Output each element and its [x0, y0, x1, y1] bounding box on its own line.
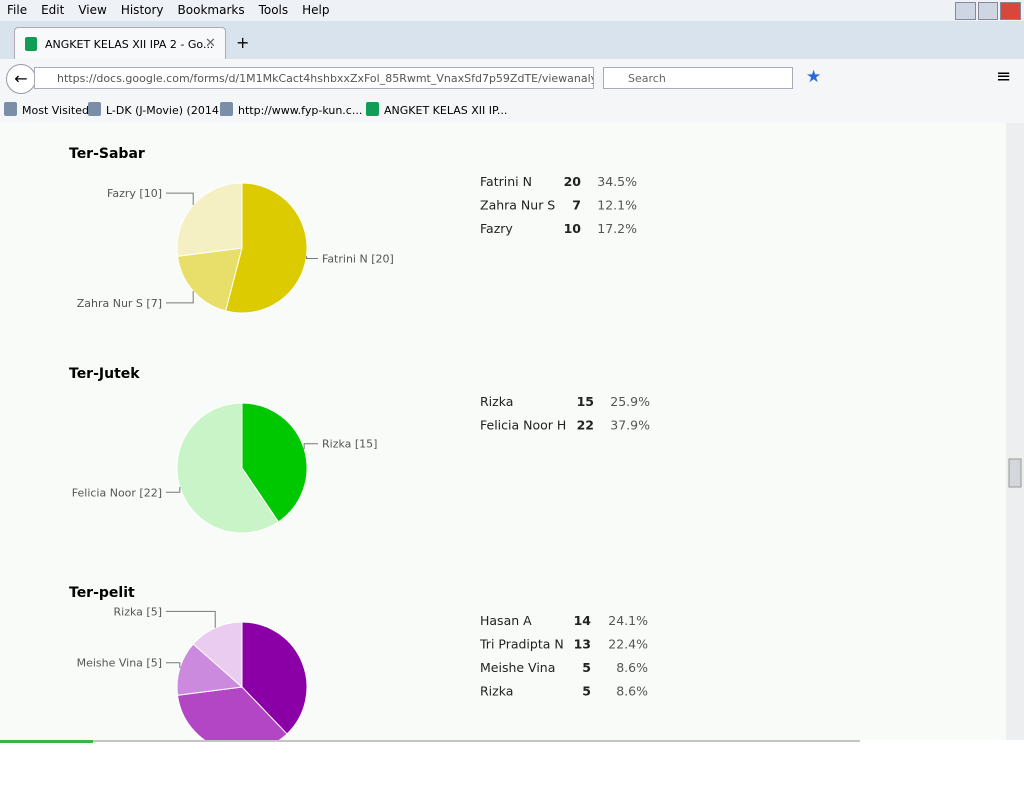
leader-line	[166, 487, 181, 493]
back-button[interactable]: ←	[6, 64, 36, 94]
pie-label: Fazry [10]	[107, 187, 162, 200]
row-count: 10	[564, 221, 582, 236]
row-name: Rizka	[480, 684, 513, 699]
leader-line	[303, 443, 318, 449]
pie-slice	[176, 402, 280, 534]
bookmark-icon	[366, 102, 379, 116]
menu-bar: File Edit View History Bookmarks Tools Help	[0, 0, 1024, 21]
leader-line	[166, 662, 181, 668]
charts: Ter-Sabar Fatrini N [20] Zahra Nur S [7] Fa…	[69, 146, 650, 772]
leader-line	[166, 610, 216, 628]
row-count: 7	[572, 198, 581, 213]
pie-label: Rizka [15]	[322, 438, 377, 451]
row-percent: 8.6%	[616, 684, 648, 699]
minimize[interactable]	[955, 2, 976, 20]
menu-item[interactable]: History	[120, 3, 164, 17]
bookmark[interactable]: ANGKET KELAS XII IP...	[384, 104, 508, 117]
bookmark-star[interactable]: ★	[806, 67, 822, 87]
menu-item[interactable]: Tools	[258, 3, 289, 17]
leader-line	[166, 748, 220, 765]
row-percent: 24.1%	[608, 613, 648, 628]
leader-line	[166, 290, 194, 304]
window-controls	[955, 2, 1022, 20]
row-percent: 37.9%	[610, 418, 650, 433]
row-name: Felicia Noor H	[480, 418, 566, 433]
row-name: Meishe Vina	[480, 660, 555, 675]
url-bar[interactable]: https://docs.google.com/forms/d/1M1MkCac…	[34, 67, 594, 89]
row-percent: 12.1%	[597, 198, 637, 213]
pie-label: Tri Pradipta [13]	[73, 759, 162, 772]
tab-title: ANGKET KELAS XII IPA 2 - Go...	[45, 38, 214, 51]
form-background	[0, 123, 1006, 740]
row-name: Tri Pradipta N	[479, 637, 564, 652]
pie-label: Felicia Noor [22]	[72, 486, 162, 499]
nav-bar: ← https://docs.google.com/forms/d/1M1MkC…	[0, 59, 1024, 97]
pie-label: Rizka [5]	[114, 605, 162, 618]
tab-close[interactable]: ✕	[205, 36, 216, 51]
bookmark-icon	[88, 102, 101, 116]
bookmarks-bar: Most Visited L-DK (J-Movie) (2014) http://…	[0, 97, 1024, 124]
pie-slice	[192, 621, 243, 689]
tab[interactable]: ANGKET KELAS XII IPA 2 - Go... ✕	[14, 27, 226, 60]
pie-slice	[176, 686, 288, 740]
row-percent: 25.9%	[610, 394, 650, 409]
bookmark-icon	[4, 102, 17, 116]
tab-icon	[25, 37, 37, 51]
menu-item[interactable]: Bookmarks	[177, 3, 245, 17]
row-percent: 8.6%	[616, 660, 648, 675]
bookmark[interactable]: http://www.fyp-kun.c...	[238, 104, 363, 117]
tab-bar: ANGKET KELAS XII IPA 2 - Go... ✕ +	[0, 2, 1024, 60]
bookmark[interactable]: L-DK (J-Movie) (2014)	[106, 104, 224, 117]
bookmark-icon	[220, 102, 233, 116]
pie-slice	[241, 402, 308, 523]
row-count: 22	[577, 418, 594, 433]
row-count: 15	[577, 394, 594, 409]
menu-button[interactable]: ≡	[996, 66, 1012, 87]
row-percent: 34.5%	[597, 174, 637, 189]
close[interactable]	[1000, 2, 1022, 20]
bookmark[interactable]: Most Visited	[22, 104, 89, 117]
new-tab[interactable]: +	[236, 33, 250, 52]
pie-slice	[225, 182, 308, 314]
pie-label: Zahra Nur S [7]	[77, 297, 162, 310]
page-content: Ter-Sabar Fatrini N [20] Zahra Nur S [7] Fa…	[0, 123, 1024, 772]
search-box[interactable]: Search	[603, 67, 793, 89]
row-percent: 17.2%	[597, 221, 637, 236]
section-title: Ter-Sabar	[69, 146, 145, 162]
row-count: 14	[574, 613, 592, 628]
menu-item[interactable]: View	[78, 3, 107, 17]
leader-line	[305, 256, 318, 260]
scroll-thumb[interactable]	[1008, 458, 1022, 488]
pie-slice	[176, 643, 244, 696]
row-count: 5	[582, 684, 591, 699]
pie-label: Meishe Vina [5]	[77, 657, 162, 670]
scrollbar[interactable]	[1006, 123, 1024, 740]
leader-line	[166, 192, 194, 206]
section-title: Ter-Jutek	[69, 366, 140, 382]
menu-item[interactable]: File	[7, 3, 28, 17]
row-name: Zahra Nur S	[480, 198, 555, 213]
maximize[interactable]	[977, 2, 999, 20]
row-name: Hasan A	[480, 613, 532, 628]
pie-label: Fatrini N [20]	[322, 253, 394, 266]
section-title: Ter-pelit	[69, 585, 135, 601]
row-name: Fatrini N	[480, 174, 532, 189]
row-count: 20	[564, 174, 582, 189]
pie-slice	[241, 621, 308, 735]
row-name: Rizka	[480, 394, 513, 409]
menu-item[interactable]: Help	[302, 3, 330, 17]
row-percent: 22.4%	[608, 637, 648, 652]
menu-item[interactable]: Edit	[41, 3, 65, 17]
row-name: Fazry	[480, 221, 513, 236]
row-count: 5	[582, 660, 591, 675]
progress-bar	[0, 740, 93, 743]
row-count: 13	[574, 637, 591, 652]
pie-slice	[176, 182, 243, 257]
